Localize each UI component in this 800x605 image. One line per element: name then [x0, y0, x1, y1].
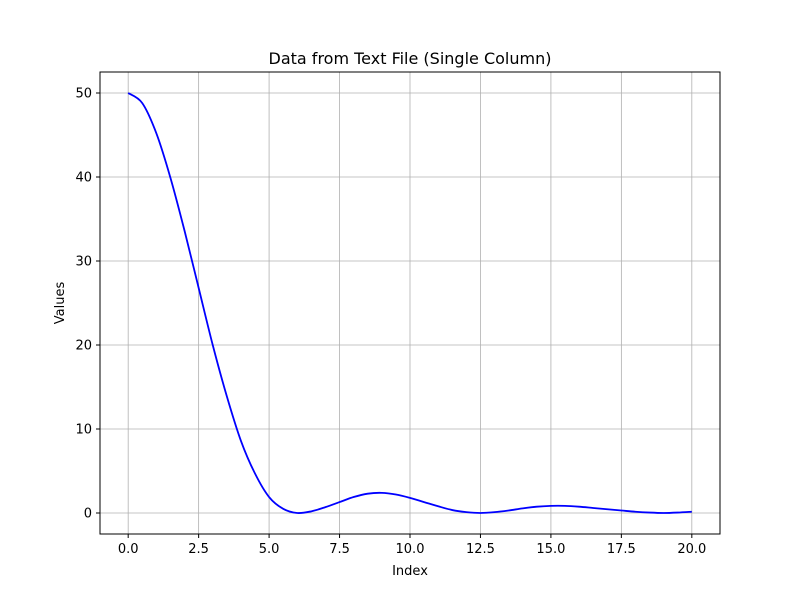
x-tick-label: 10.0	[396, 542, 425, 557]
series-layer	[127, 92, 692, 514]
x-tick-label: 0.0	[118, 542, 139, 557]
y-tick-label: 30	[75, 255, 92, 270]
x-tick-label: 2.5	[188, 542, 209, 557]
x-tick-label: 7.5	[329, 542, 350, 557]
x-axis-ticks: 0.0 2.5 5.0 7.5 10.0 12.5 15.0 17.5 20.0	[118, 534, 706, 557]
x-tick-label: 20.0	[677, 542, 706, 557]
grid	[100, 72, 720, 534]
y-axis-label: Values	[53, 282, 68, 325]
x-tick-label: 17.5	[607, 542, 636, 557]
y-tick-label: 10	[75, 423, 92, 438]
y-axis-ticks: 0 10 20 30 40 50	[75, 87, 100, 522]
x-tick-label: 15.0	[536, 542, 565, 557]
x-tick-label: 5.0	[259, 542, 280, 557]
y-tick-label: 0	[84, 507, 92, 522]
x-axis-label: Index	[392, 564, 428, 579]
chart-title: Data from Text File (Single Column)	[269, 49, 552, 68]
series-line	[127, 92, 692, 514]
y-tick-label: 20	[75, 339, 92, 354]
x-tick-label: 12.5	[466, 542, 495, 557]
y-tick-label: 50	[75, 87, 92, 102]
y-tick-label: 40	[75, 171, 92, 186]
